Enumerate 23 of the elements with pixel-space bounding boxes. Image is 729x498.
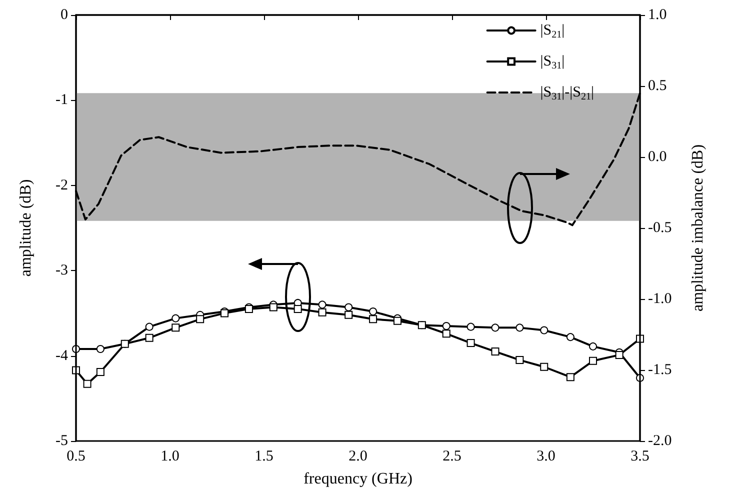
y2-tick-label: 1.0: [648, 7, 667, 23]
y2-tick-label: -2.0: [648, 433, 672, 449]
y2-tick-label: -0.5: [648, 220, 672, 236]
y-tick-label: -4: [56, 348, 68, 364]
x-axis-title: frequency (GHz): [304, 470, 412, 488]
y-tick-label: -5: [56, 433, 68, 449]
x-tick-label: 1.5: [254, 448, 274, 464]
y2-tick-label: -1.5: [648, 362, 672, 378]
x-tick-label: 2.5: [442, 448, 462, 464]
x-tick-label: 0.5: [66, 448, 86, 464]
x-tick-label: 3.5: [630, 448, 650, 464]
y-tick-label: -3: [56, 262, 68, 279]
y-tick-label: -1: [56, 92, 68, 108]
y2-tick-label: 0.0: [648, 149, 667, 165]
y2-axis-title: amplitude imbalance (dB): [690, 144, 706, 312]
y2-tick-label: 0.5: [648, 78, 667, 94]
x-tick-label: 2.0: [348, 448, 368, 464]
x-tick-label: 1.0: [160, 448, 180, 464]
y-axis-title: amplitude (dB): [18, 179, 34, 277]
y-tick-label: -2: [56, 177, 68, 194]
y2-tick-label: -1.0: [648, 291, 672, 307]
y-tick-label: 0: [60, 7, 68, 23]
x-tick-label: 3.0: [536, 448, 556, 464]
